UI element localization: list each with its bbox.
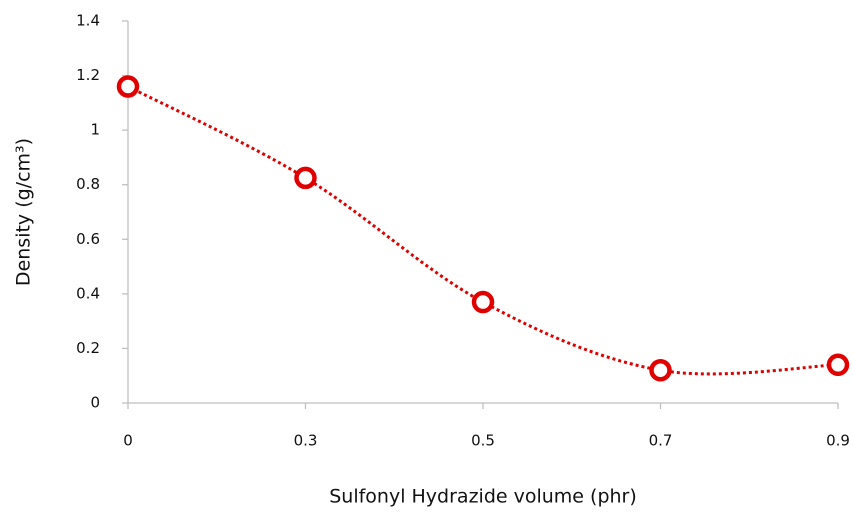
y-tick-label: 1 (90, 121, 100, 139)
x-tick-label: 0.5 (471, 432, 495, 450)
y-axis-title: Density (g/cm³) (13, 138, 35, 286)
y-tick-label: 0.8 (76, 175, 100, 193)
x-tick-label: 0.9 (826, 432, 850, 450)
data-point (649, 359, 672, 382)
y-tick-label: 0 (90, 394, 100, 412)
y-tick-label: 1.4 (76, 12, 100, 30)
data-line (127, 85, 839, 376)
data-point (471, 290, 495, 314)
x-tick-label: 0.7 (649, 432, 673, 450)
data-point (294, 166, 317, 190)
y-tick-label: 0.6 (76, 230, 100, 248)
x-axis-title: Sulfonyl Hydrazide volume (phr) (329, 486, 637, 508)
data-point (116, 75, 140, 98)
y-tick-label: 1.2 (76, 66, 100, 84)
y-tick-label: 0.4 (76, 284, 100, 302)
x-tick-label: 0.3 (294, 432, 318, 450)
y-tick-label: 0.2 (76, 339, 100, 357)
x-tick-label: 0 (123, 432, 133, 450)
data-point (826, 353, 850, 377)
